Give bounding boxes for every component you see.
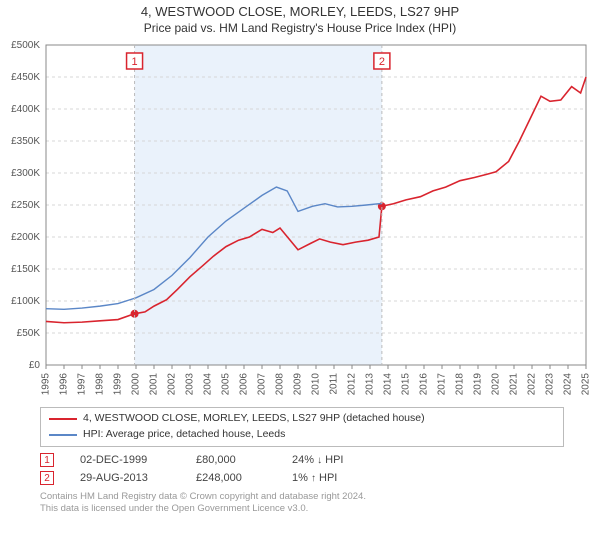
y-tick-label: £100K xyxy=(11,296,40,307)
legend: 4, WESTWOOD CLOSE, MORLEY, LEEDS, LS27 9… xyxy=(40,407,564,447)
title-line-1: 4, WESTWOOD CLOSE, MORLEY, LEEDS, LS27 9… xyxy=(0,4,600,19)
event-date: 02-DEC-1999 xyxy=(80,454,170,466)
x-tick-label: 2004 xyxy=(203,373,214,396)
title-line-2: Price paid vs. HM Land Registry's House … xyxy=(0,21,600,35)
y-tick-label: £350K xyxy=(11,136,40,147)
event-marker-number: 1 xyxy=(131,56,137,68)
y-tick-label: £400K xyxy=(11,104,40,115)
legend-row: HPI: Average price, detached house, Leed… xyxy=(49,427,555,443)
x-tick-label: 1995 xyxy=(41,373,52,396)
event-row: 1 02-DEC-1999 £80,000 24% ↓ HPI xyxy=(40,451,560,469)
events-table: 1 02-DEC-1999 £80,000 24% ↓ HPI 2 29-AUG-2013… xyxy=(40,451,560,487)
y-tick-label: £300K xyxy=(11,168,40,179)
legend-label: HPI: Average price, detached house, Leed… xyxy=(83,427,285,443)
x-tick-label: 2014 xyxy=(383,373,394,396)
event-date: 29-AUG-2013 xyxy=(80,472,170,484)
event-marker: 2 xyxy=(40,471,54,485)
legend-swatch xyxy=(49,434,77,436)
x-tick-label: 2025 xyxy=(581,373,592,396)
x-tick-label: 2005 xyxy=(221,373,232,396)
legend-label: 4, WESTWOOD CLOSE, MORLEY, LEEDS, LS27 9… xyxy=(83,411,425,427)
x-tick-label: 2003 xyxy=(185,373,196,396)
y-tick-label: £0 xyxy=(29,360,41,371)
x-tick-label: 2008 xyxy=(275,373,286,396)
event-row: 2 29-AUG-2013 £248,000 1% ↑ HPI xyxy=(40,469,560,487)
x-tick-label: 1997 xyxy=(77,373,88,396)
x-tick-label: 2007 xyxy=(257,373,268,396)
x-tick-label: 2012 xyxy=(347,373,358,396)
x-tick-label: 2020 xyxy=(491,373,502,396)
footer: Contains HM Land Registry data © Crown c… xyxy=(40,491,560,516)
y-tick-label: £500K xyxy=(11,40,40,51)
x-tick-label: 1999 xyxy=(113,373,124,396)
event-price: £248,000 xyxy=(196,472,266,484)
x-tick-label: 2022 xyxy=(527,373,538,396)
x-tick-label: 2009 xyxy=(293,373,304,396)
event-hpi: 1% ↑ HPI xyxy=(292,472,337,484)
x-tick-label: 2011 xyxy=(329,373,340,395)
chart-svg: £0£50K£100K£150K£200K£250K£300K£350K£400… xyxy=(46,41,590,401)
x-tick-label: 2017 xyxy=(437,373,448,396)
x-tick-label: 2006 xyxy=(239,373,250,396)
x-tick-label: 2024 xyxy=(563,373,574,396)
x-tick-label: 2013 xyxy=(365,373,376,396)
y-tick-label: £200K xyxy=(11,232,40,243)
x-tick-label: 2019 xyxy=(473,373,484,396)
x-tick-label: 2023 xyxy=(545,373,556,396)
chart-titles: 4, WESTWOOD CLOSE, MORLEY, LEEDS, LS27 9… xyxy=(0,0,600,35)
event-hpi: 24% ↓ HPI xyxy=(292,454,343,466)
chart-area: £0£50K£100K£150K£200K£250K£300K£350K£400… xyxy=(46,41,590,401)
x-tick-label: 2018 xyxy=(455,373,466,396)
y-tick-label: £50K xyxy=(17,328,41,339)
event-marker-number: 2 xyxy=(379,56,385,68)
event-marker: 1 xyxy=(40,453,54,467)
legend-row: 4, WESTWOOD CLOSE, MORLEY, LEEDS, LS27 9… xyxy=(49,411,555,427)
footer-line-1: Contains HM Land Registry data © Crown c… xyxy=(40,491,560,503)
y-tick-label: £450K xyxy=(11,72,40,83)
footer-line-2: This data is licensed under the Open Gov… xyxy=(40,503,560,515)
x-tick-label: 1998 xyxy=(95,373,106,396)
x-tick-label: 2010 xyxy=(311,373,322,396)
event-price: £80,000 xyxy=(196,454,266,466)
x-tick-label: 2002 xyxy=(167,373,178,396)
x-tick-label: 2000 xyxy=(131,373,142,396)
x-tick-label: 2001 xyxy=(149,373,160,396)
y-tick-label: £250K xyxy=(11,200,40,211)
x-tick-label: 1996 xyxy=(59,373,70,396)
y-tick-label: £150K xyxy=(11,264,40,275)
x-tick-label: 2016 xyxy=(419,373,430,396)
x-tick-label: 2021 xyxy=(509,373,520,396)
x-tick-label: 2015 xyxy=(401,373,412,396)
legend-swatch xyxy=(49,418,77,420)
